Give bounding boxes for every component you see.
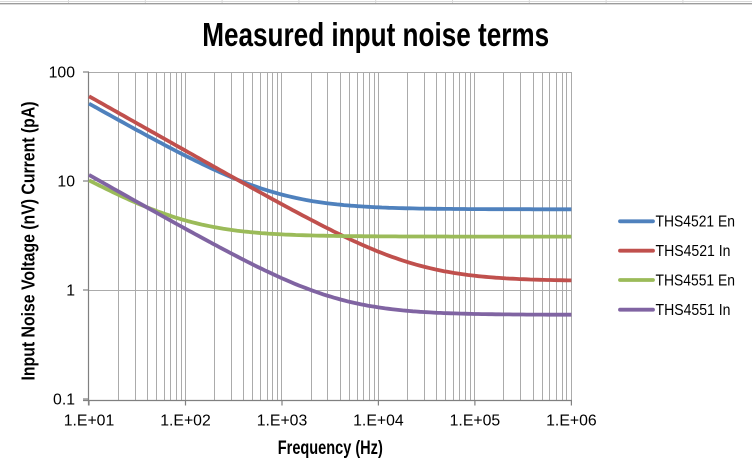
svg-text:1.E+05: 1.E+05 bbox=[450, 413, 501, 430]
svg-text:0.1: 0.1 bbox=[53, 392, 75, 409]
svg-text:1.E+06: 1.E+06 bbox=[546, 413, 597, 430]
svg-text:THS4521 In: THS4521 In bbox=[656, 243, 731, 260]
svg-text:THS4551 In: THS4551 In bbox=[656, 302, 731, 319]
svg-text:THS4521 En: THS4521 En bbox=[656, 214, 736, 231]
svg-text:Input Noise Voltage (nV) Curre: Input Noise Voltage (nV) Current (pA) bbox=[19, 101, 39, 380]
svg-text:100: 100 bbox=[49, 65, 76, 82]
svg-text:1.E+01: 1.E+01 bbox=[64, 413, 115, 430]
svg-text:1: 1 bbox=[66, 283, 75, 300]
svg-text:Frequency (Hz): Frequency (Hz) bbox=[278, 437, 383, 459]
svg-text:THS4551 En: THS4551 En bbox=[656, 272, 736, 289]
svg-text:1.E+04: 1.E+04 bbox=[353, 413, 404, 430]
svg-text:10: 10 bbox=[57, 174, 75, 191]
svg-text:Measured input noise terms: Measured input noise terms bbox=[202, 17, 549, 54]
svg-text:1.E+02: 1.E+02 bbox=[160, 413, 211, 430]
svg-text:1.E+03: 1.E+03 bbox=[257, 413, 308, 430]
